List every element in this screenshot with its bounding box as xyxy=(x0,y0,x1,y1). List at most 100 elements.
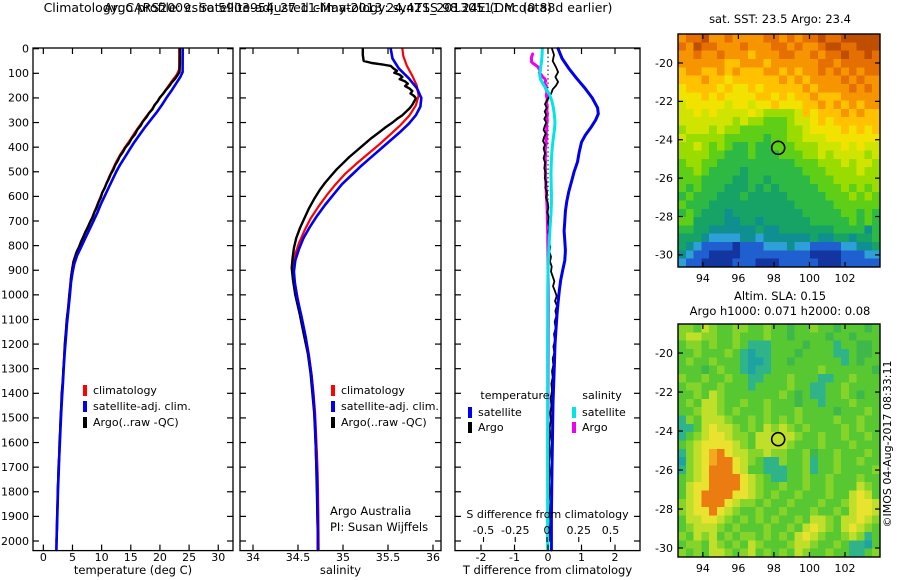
diff-legend-t-argo: Argo xyxy=(468,419,504,435)
sal-profile-sat-curve xyxy=(292,47,423,552)
climatology-line-swatch xyxy=(331,384,335,396)
tick-label: 1100 xyxy=(1,313,29,326)
tick-label: 35.5 xyxy=(376,551,401,564)
s-satellite-line-swatch xyxy=(572,406,576,418)
tick-label: 15 xyxy=(124,551,138,564)
sla-map-title-line2: Argo h1000: 0.071 h2000: 0.08 xyxy=(689,304,871,318)
tick-label: 0 xyxy=(40,551,47,564)
tick-label: -26 xyxy=(655,464,673,477)
argo-line-swatch xyxy=(83,416,87,428)
tick-label: -24 xyxy=(655,134,673,147)
tick-label: 98 xyxy=(767,562,781,575)
satellite-clim-line-swatch xyxy=(331,400,335,412)
legend-label: Argo xyxy=(478,420,504,434)
sal-profile-clim-curve xyxy=(292,47,420,552)
tick-label: 1700 xyxy=(1,461,29,474)
temp-legend: climatology satellite-adj. clim. Argo(..… xyxy=(83,382,191,430)
tick-label: 35 xyxy=(336,551,350,564)
tick-label: 1900 xyxy=(1,510,29,523)
sst-map-title: sat. SST: 23.5 Argo: 23.4 xyxy=(709,12,851,26)
legend-label: Argo(..raw -QC) xyxy=(341,415,427,429)
sst-map-frame xyxy=(677,33,881,268)
tick-label: 34 xyxy=(246,551,260,564)
legend-label: climatology xyxy=(341,383,405,397)
diff-profile-t-sat-curve xyxy=(549,47,600,552)
tick-label: 94 xyxy=(696,272,710,285)
imos-watermark: ©IMOS 04-Aug-2017 08:33:11 xyxy=(881,361,894,528)
tick-label: 600 xyxy=(8,190,29,203)
s-argo-line-swatch xyxy=(572,421,576,433)
tick-label: 100 xyxy=(799,562,820,575)
diff-profile-s-sat-curve xyxy=(538,47,557,552)
tick-label: -0.25 xyxy=(501,524,529,537)
temp-profile-sat-curve xyxy=(55,47,184,552)
tick-label: -30 xyxy=(655,542,673,555)
sla-map-frame xyxy=(677,323,881,558)
pi-note: PI: Susan Wijffels xyxy=(330,520,429,534)
legend-label: Argo xyxy=(582,420,608,434)
tick-label: 30 xyxy=(211,551,225,564)
sst-map-float-position-marker xyxy=(770,140,786,156)
argo-line-swatch xyxy=(331,416,335,428)
climatology-line-swatch xyxy=(83,384,87,396)
tick-label: 200 xyxy=(8,92,29,105)
diff-legend-t-satellite: satellite xyxy=(468,404,522,420)
tick-label: 0 xyxy=(22,43,29,56)
tick-label: -0.5 xyxy=(473,524,494,537)
tick-label: 1600 xyxy=(1,436,29,449)
tick-label: -2 xyxy=(476,551,487,564)
tick-label: 1500 xyxy=(1,412,29,425)
sla-map-grid xyxy=(678,324,881,558)
tick-label: 0 xyxy=(545,551,552,564)
tick-label: 500 xyxy=(8,166,29,179)
tick-label: 100 xyxy=(799,272,820,285)
sal-profile-argo-curve xyxy=(290,47,418,543)
temp-axis-label: temperature (deg C) xyxy=(73,563,193,577)
tick-label: 102 xyxy=(835,272,856,285)
legend-label: climatology xyxy=(93,383,157,397)
tick-label: 102 xyxy=(835,562,856,575)
legend-label: Argo(..raw -QC) xyxy=(93,415,179,429)
tick-label: 700 xyxy=(8,215,29,228)
tick-label: 0.25 xyxy=(567,524,592,537)
tick-label: 2 xyxy=(612,551,619,564)
tick-label: -20 xyxy=(655,347,673,360)
tick-label: 800 xyxy=(8,239,29,252)
sla-map-title-line1: Altim. SLA: 0.15 xyxy=(733,289,827,303)
tick-label: 98 xyxy=(767,272,781,285)
legend-item-argo: Argo(..raw -QC) xyxy=(83,414,191,430)
tick-label: 1000 xyxy=(1,289,29,302)
satellite-clim-line-swatch xyxy=(83,400,87,412)
sal-profile-axes-box xyxy=(239,47,442,552)
tick-label: 34.5 xyxy=(286,551,311,564)
temp-profile-axes-box xyxy=(32,47,234,552)
legend-label: satellite-adj. clim. xyxy=(341,399,439,413)
tick-label: 10 xyxy=(95,551,109,564)
tick-label: 94 xyxy=(696,562,710,575)
page-title: Argo profile: csiro 5903954_27 11-May-20… xyxy=(104,0,552,15)
tick-label: 1200 xyxy=(1,338,29,351)
tick-label: 400 xyxy=(8,141,29,154)
tick-label: 300 xyxy=(8,116,29,129)
tick-label: -30 xyxy=(655,249,673,262)
t-argo-line-swatch xyxy=(468,421,472,433)
legend-label: satellite xyxy=(478,405,522,419)
diff-legend-salinity-header: salinity xyxy=(582,389,622,402)
tick-label: -22 xyxy=(655,386,673,399)
legend-item-satellite-clim: satellite-adj. clim. xyxy=(331,398,439,414)
legend-label: satellite-adj. clim. xyxy=(93,399,191,413)
tick-label: -24 xyxy=(655,425,673,438)
diff-legend-s-argo: Argo xyxy=(572,419,608,435)
legend-item-climatology: climatology xyxy=(83,382,191,398)
legend-item-satellite-clim: satellite-adj. clim. xyxy=(83,398,191,414)
tick-label: 5 xyxy=(69,551,76,564)
temp-profile-clim-curve xyxy=(55,47,181,552)
tick-label: 36 xyxy=(426,551,440,564)
t-diff-axis-label: T difference from climatology xyxy=(462,563,633,577)
argo-australia-note: Argo Australia xyxy=(330,504,412,518)
legend-label: satellite xyxy=(582,405,626,419)
tick-label: -22 xyxy=(655,95,673,108)
tick-label: 96 xyxy=(731,272,745,285)
diff-profile-s-argo-curve xyxy=(529,52,550,543)
